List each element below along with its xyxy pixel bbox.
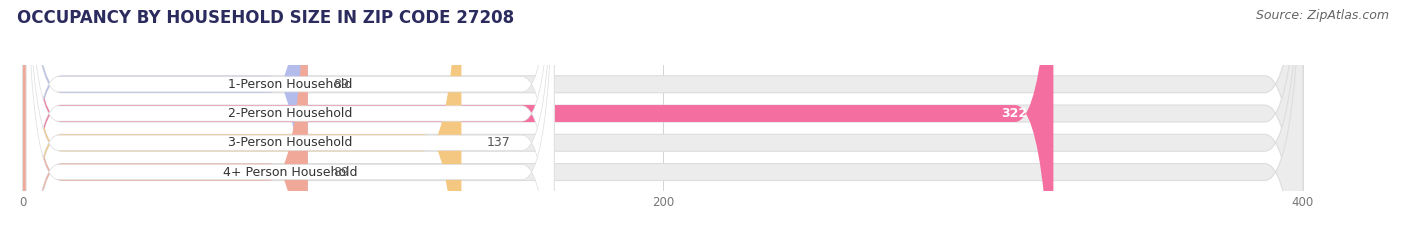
- Text: 89: 89: [333, 165, 349, 178]
- Text: 137: 137: [486, 136, 510, 149]
- FancyBboxPatch shape: [22, 0, 1303, 233]
- FancyBboxPatch shape: [22, 0, 461, 233]
- FancyBboxPatch shape: [27, 0, 554, 233]
- FancyBboxPatch shape: [22, 0, 1053, 233]
- Text: 3-Person Household: 3-Person Household: [228, 136, 353, 149]
- FancyBboxPatch shape: [22, 0, 1303, 233]
- FancyBboxPatch shape: [22, 0, 308, 233]
- Text: 89: 89: [333, 78, 349, 91]
- Text: Source: ZipAtlas.com: Source: ZipAtlas.com: [1256, 9, 1389, 22]
- FancyBboxPatch shape: [22, 0, 1303, 233]
- FancyBboxPatch shape: [22, 0, 308, 233]
- FancyBboxPatch shape: [27, 0, 554, 233]
- Text: 2-Person Household: 2-Person Household: [228, 107, 353, 120]
- FancyBboxPatch shape: [27, 0, 554, 233]
- FancyBboxPatch shape: [27, 0, 554, 233]
- Text: 1-Person Household: 1-Person Household: [228, 78, 353, 91]
- Text: 4+ Person Household: 4+ Person Household: [224, 165, 357, 178]
- Text: 322: 322: [1001, 107, 1028, 120]
- FancyBboxPatch shape: [22, 0, 1303, 233]
- Text: OCCUPANCY BY HOUSEHOLD SIZE IN ZIP CODE 27208: OCCUPANCY BY HOUSEHOLD SIZE IN ZIP CODE …: [17, 9, 515, 27]
